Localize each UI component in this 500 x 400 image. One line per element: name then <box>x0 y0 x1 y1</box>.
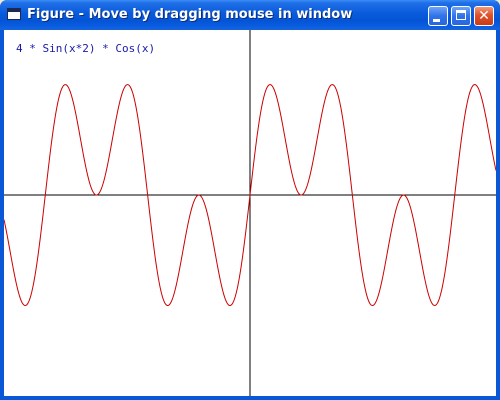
minimize-button[interactable] <box>428 6 448 26</box>
function-curve <box>4 84 496 307</box>
maximize-button[interactable] <box>451 6 471 26</box>
title-bar[interactable]: Figure - Move by dragging mouse in windo… <box>0 0 500 30</box>
close-icon: ✕ <box>478 8 490 24</box>
window-icon[interactable] <box>7 8 21 20</box>
window-title: Figure - Move by dragging mouse in windo… <box>27 7 353 22</box>
function-plot[interactable] <box>4 30 496 396</box>
maximize-icon <box>456 10 466 20</box>
close-button[interactable]: ✕ <box>474 6 494 26</box>
minimize-icon <box>433 19 440 22</box>
formula-label: 4 * Sin(x*2) * Cos(x) <box>16 42 156 55</box>
plot-area[interactable]: 4 * Sin(x*2) * Cos(x) <box>4 30 496 396</box>
